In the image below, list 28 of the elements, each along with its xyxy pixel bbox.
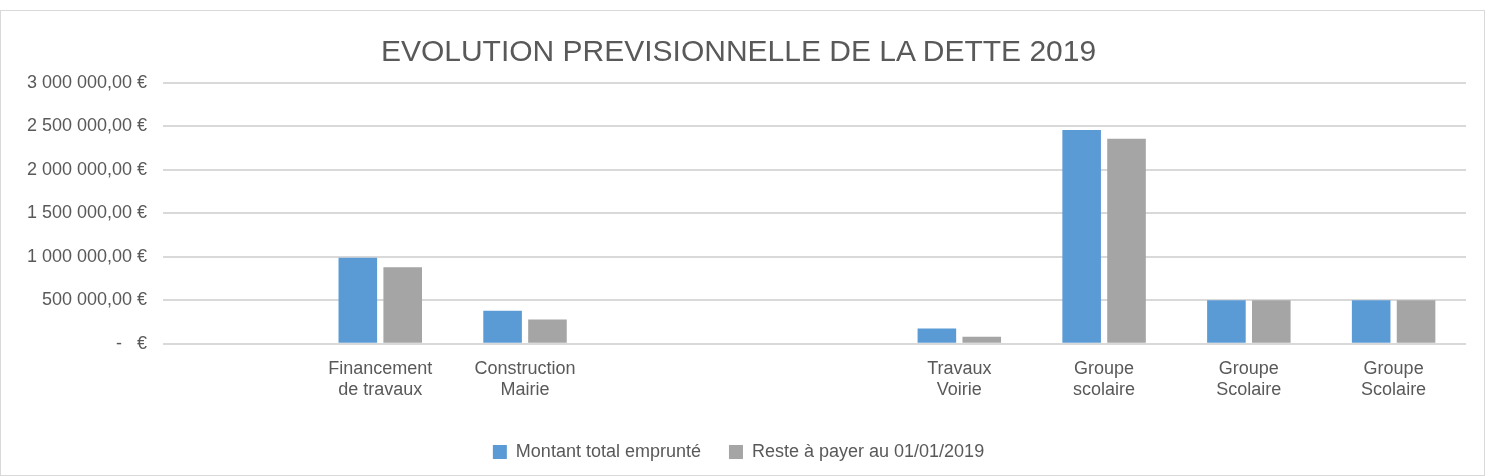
y-tick-label: 2 500 000,00 € <box>26 115 148 136</box>
x-tick-label: Financement de travaux <box>328 357 433 400</box>
bar <box>383 267 422 343</box>
legend-label: Montant total emprunté <box>515 440 701 461</box>
bar <box>1251 300 1291 343</box>
x-tick-label: Groupe Scolaire <box>1216 357 1282 400</box>
y-tick-label: 500 000,00 € <box>42 289 148 310</box>
bar <box>1396 300 1436 343</box>
chart-title: EVOLUTION PREVISIONNELLE DE LA DETTE 2019 <box>380 34 1097 68</box>
y-tick-label: 2 000 000,00 € <box>26 158 148 179</box>
bar <box>917 328 957 343</box>
bar <box>483 310 522 343</box>
x-tick-label: Groupe Scolaire <box>1361 357 1427 400</box>
bar <box>528 319 567 343</box>
y-tick-label: 1 500 000,00 € <box>26 202 148 223</box>
y-tick-label: 3 000 000,00 € <box>26 71 148 92</box>
y-tick-label: 1 000 000,00 € <box>26 245 148 266</box>
bar <box>1107 138 1146 343</box>
x-tick-label: Construction Mairie <box>474 357 576 400</box>
bar <box>1062 129 1101 343</box>
legend-label: Reste à payer au 01/01/2019 <box>751 440 985 461</box>
bar <box>1207 300 1246 343</box>
bar <box>1351 300 1391 343</box>
bar <box>338 257 378 343</box>
x-tick-label: Travaux Voirie <box>927 357 992 400</box>
bar <box>962 336 1002 343</box>
x-tick-label: Groupe scolaire <box>1073 357 1136 400</box>
y-tick-label: - € <box>116 332 148 353</box>
